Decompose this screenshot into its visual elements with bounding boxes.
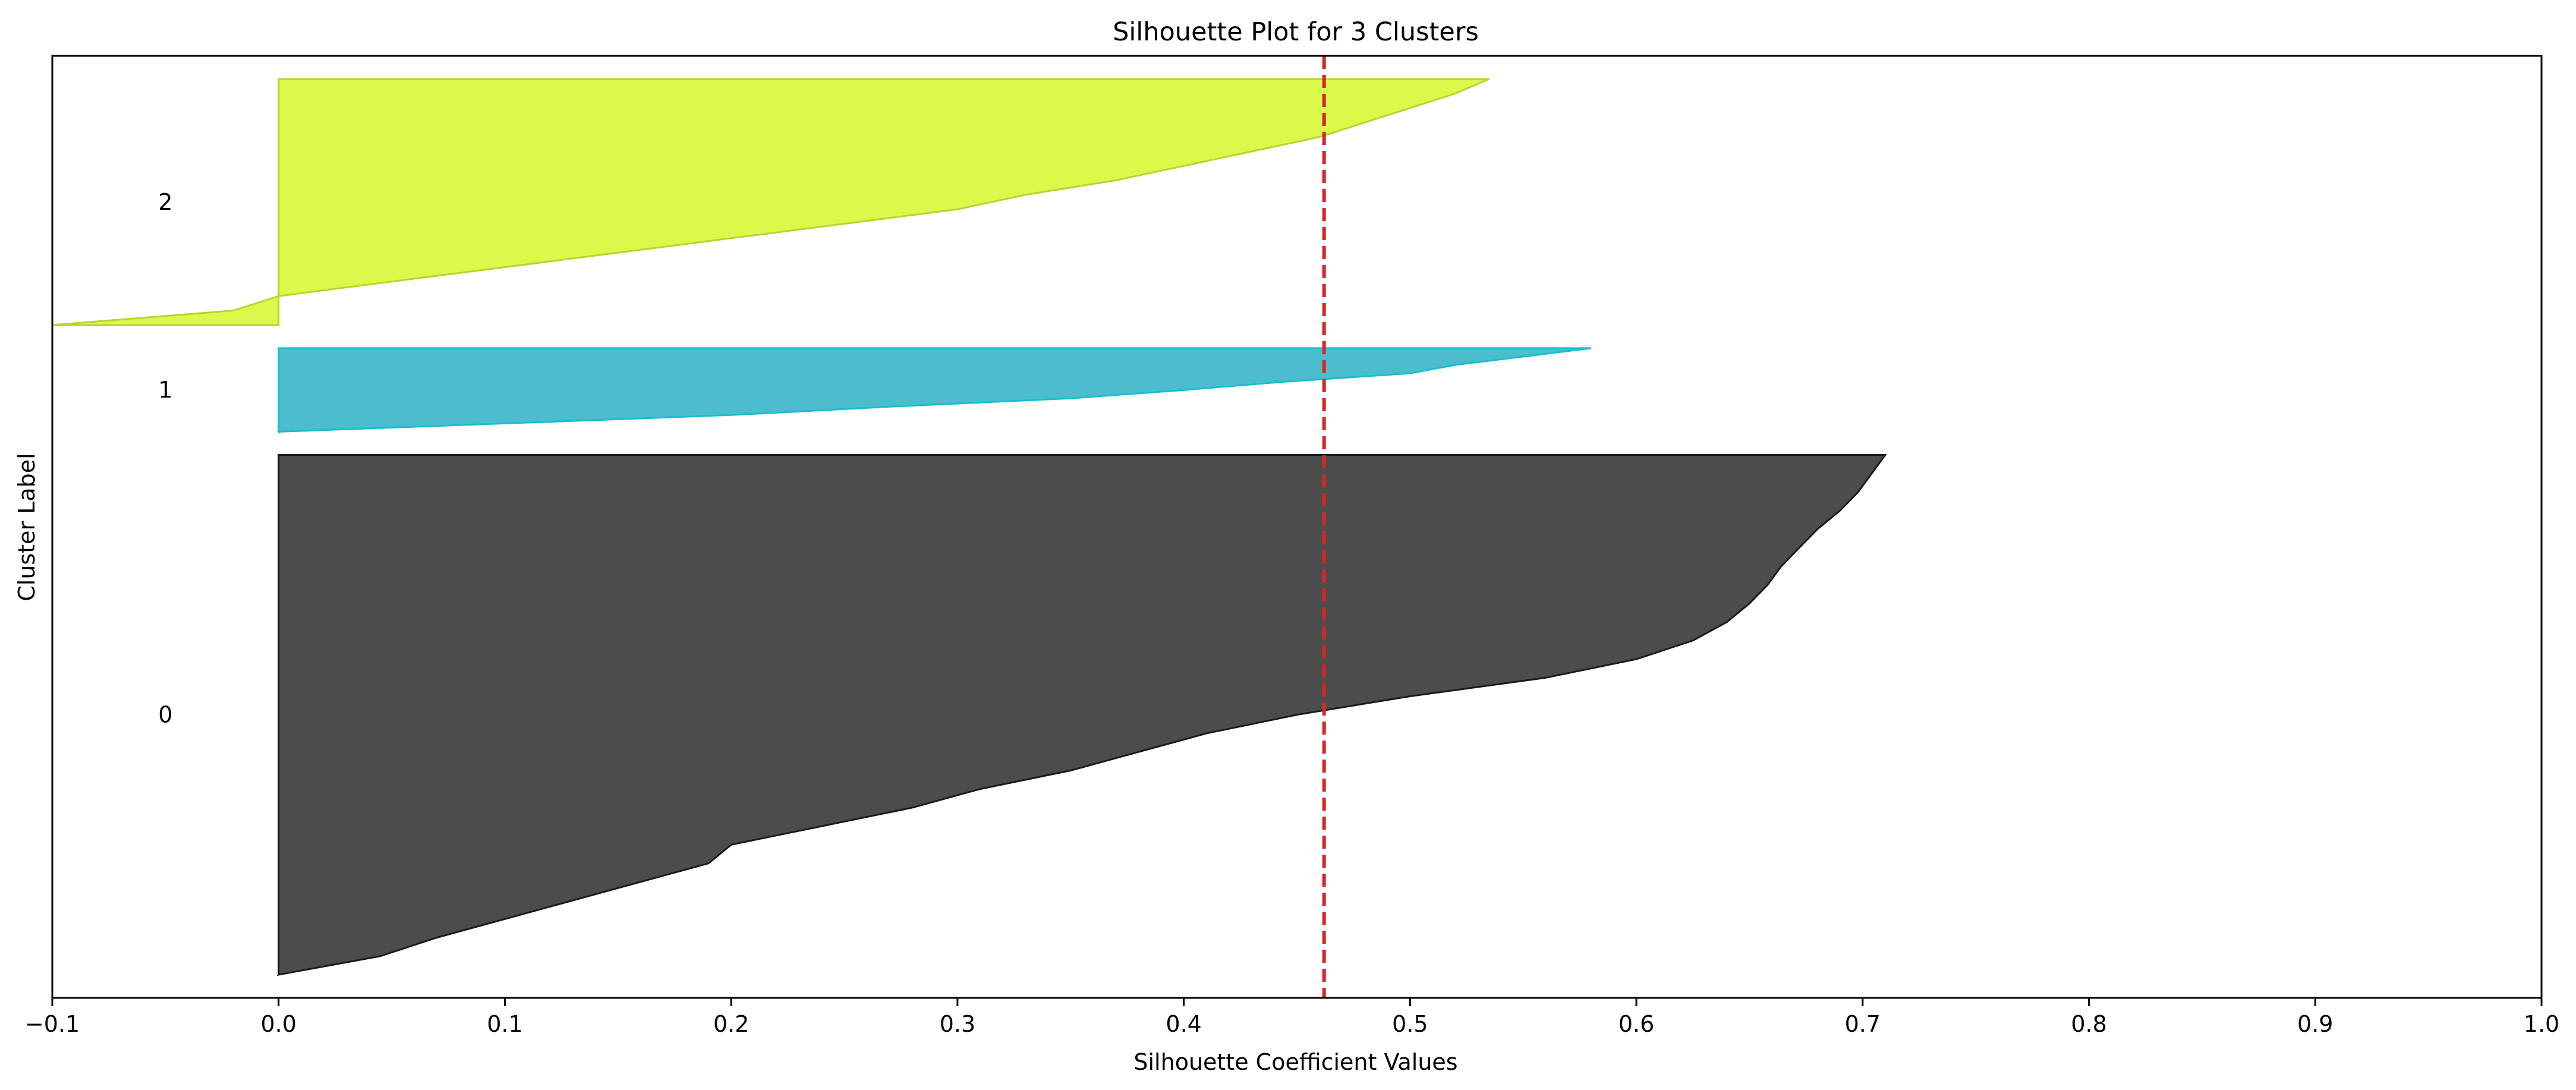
x-tick-label: 0.9 (2297, 1011, 2333, 1037)
x-axis-ticks: −0.1 0.0 0.1 0.2 0.3 0.4 0.5 0.6 0.7 0.8 0.9 1.0 (25, 998, 2559, 1037)
x-tick-label: −0.1 (25, 1011, 80, 1037)
x-tick-label: 0.3 (940, 1011, 975, 1037)
cluster-area-1 (276, 347, 1592, 435)
cluster-label-1: 1 (158, 377, 172, 403)
cluster-area-0 (276, 453, 1887, 976)
x-tick-label: 1.0 (2524, 1011, 2559, 1037)
chart-title: Silhouette Plot for 3 Clusters (1113, 17, 1479, 47)
cluster-areas: 0 1 2 (52, 78, 1887, 976)
x-axis-label: Silhouette Coefficient Values (1133, 1049, 1457, 1075)
cluster-label-0: 0 (158, 702, 172, 728)
x-tick-label: 0.0 (261, 1011, 297, 1037)
cluster-label-2: 2 (158, 189, 172, 215)
x-tick-label: 0.8 (2071, 1011, 2106, 1037)
x-tick-label: 0.4 (1166, 1011, 1201, 1037)
cluster-area-2 (52, 78, 1490, 326)
axes-frame (51, 55, 2543, 999)
x-tick-label: 0.1 (487, 1011, 522, 1037)
x-tick-label: 0.2 (713, 1011, 749, 1037)
y-axis-label: Cluster Label (14, 453, 40, 601)
x-tick-label: 0.7 (1845, 1011, 1881, 1037)
x-tick-label: 0.6 (1618, 1011, 1654, 1037)
x-tick-label: 0.5 (1392, 1011, 1428, 1037)
